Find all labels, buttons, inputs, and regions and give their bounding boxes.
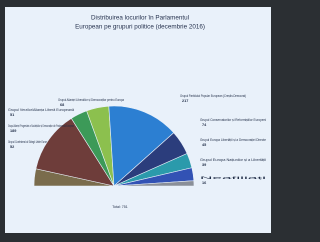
slice-label: Grupul Europa Națiunilor și a Libertății (200, 158, 266, 162)
slice-label: Grupul Conservatorilor și Reformiștilor … (200, 118, 266, 122)
value-label: 52 (10, 145, 14, 149)
value-label: 45 (202, 143, 206, 147)
photo: Distribuirea locurilor în Parlamentul Eu… (0, 0, 276, 242)
value-label: 68 (60, 103, 64, 107)
value-label: 16 (202, 181, 206, 185)
slice-label: Grupul Alianței Progresiste a Socialiști… (8, 124, 74, 128)
slice-label: Neafiliați (200, 176, 267, 180)
chart-subtitle: European pe grupuri politice (decembrie … (75, 24, 205, 31)
total-label: Total: 751 (112, 205, 128, 209)
value-label: 51 (10, 113, 14, 117)
slice-label: Grupul Verzilor/Alianța Liberă Europeană (8, 108, 74, 112)
value-label: 39 (202, 163, 206, 167)
value-label: 189 (10, 129, 16, 133)
chart-title: Distribuirea locurilor în Parlamentul (91, 15, 189, 22)
value-label: 217 (182, 99, 188, 103)
slice-label: Grupul Europa Libertății și a Democrație… (200, 138, 266, 142)
slice-label: Grupul Partidului Popular European (Creș… (180, 94, 246, 98)
slice-label: Grupul Alianței Liberalilor și Democrați… (58, 98, 124, 102)
